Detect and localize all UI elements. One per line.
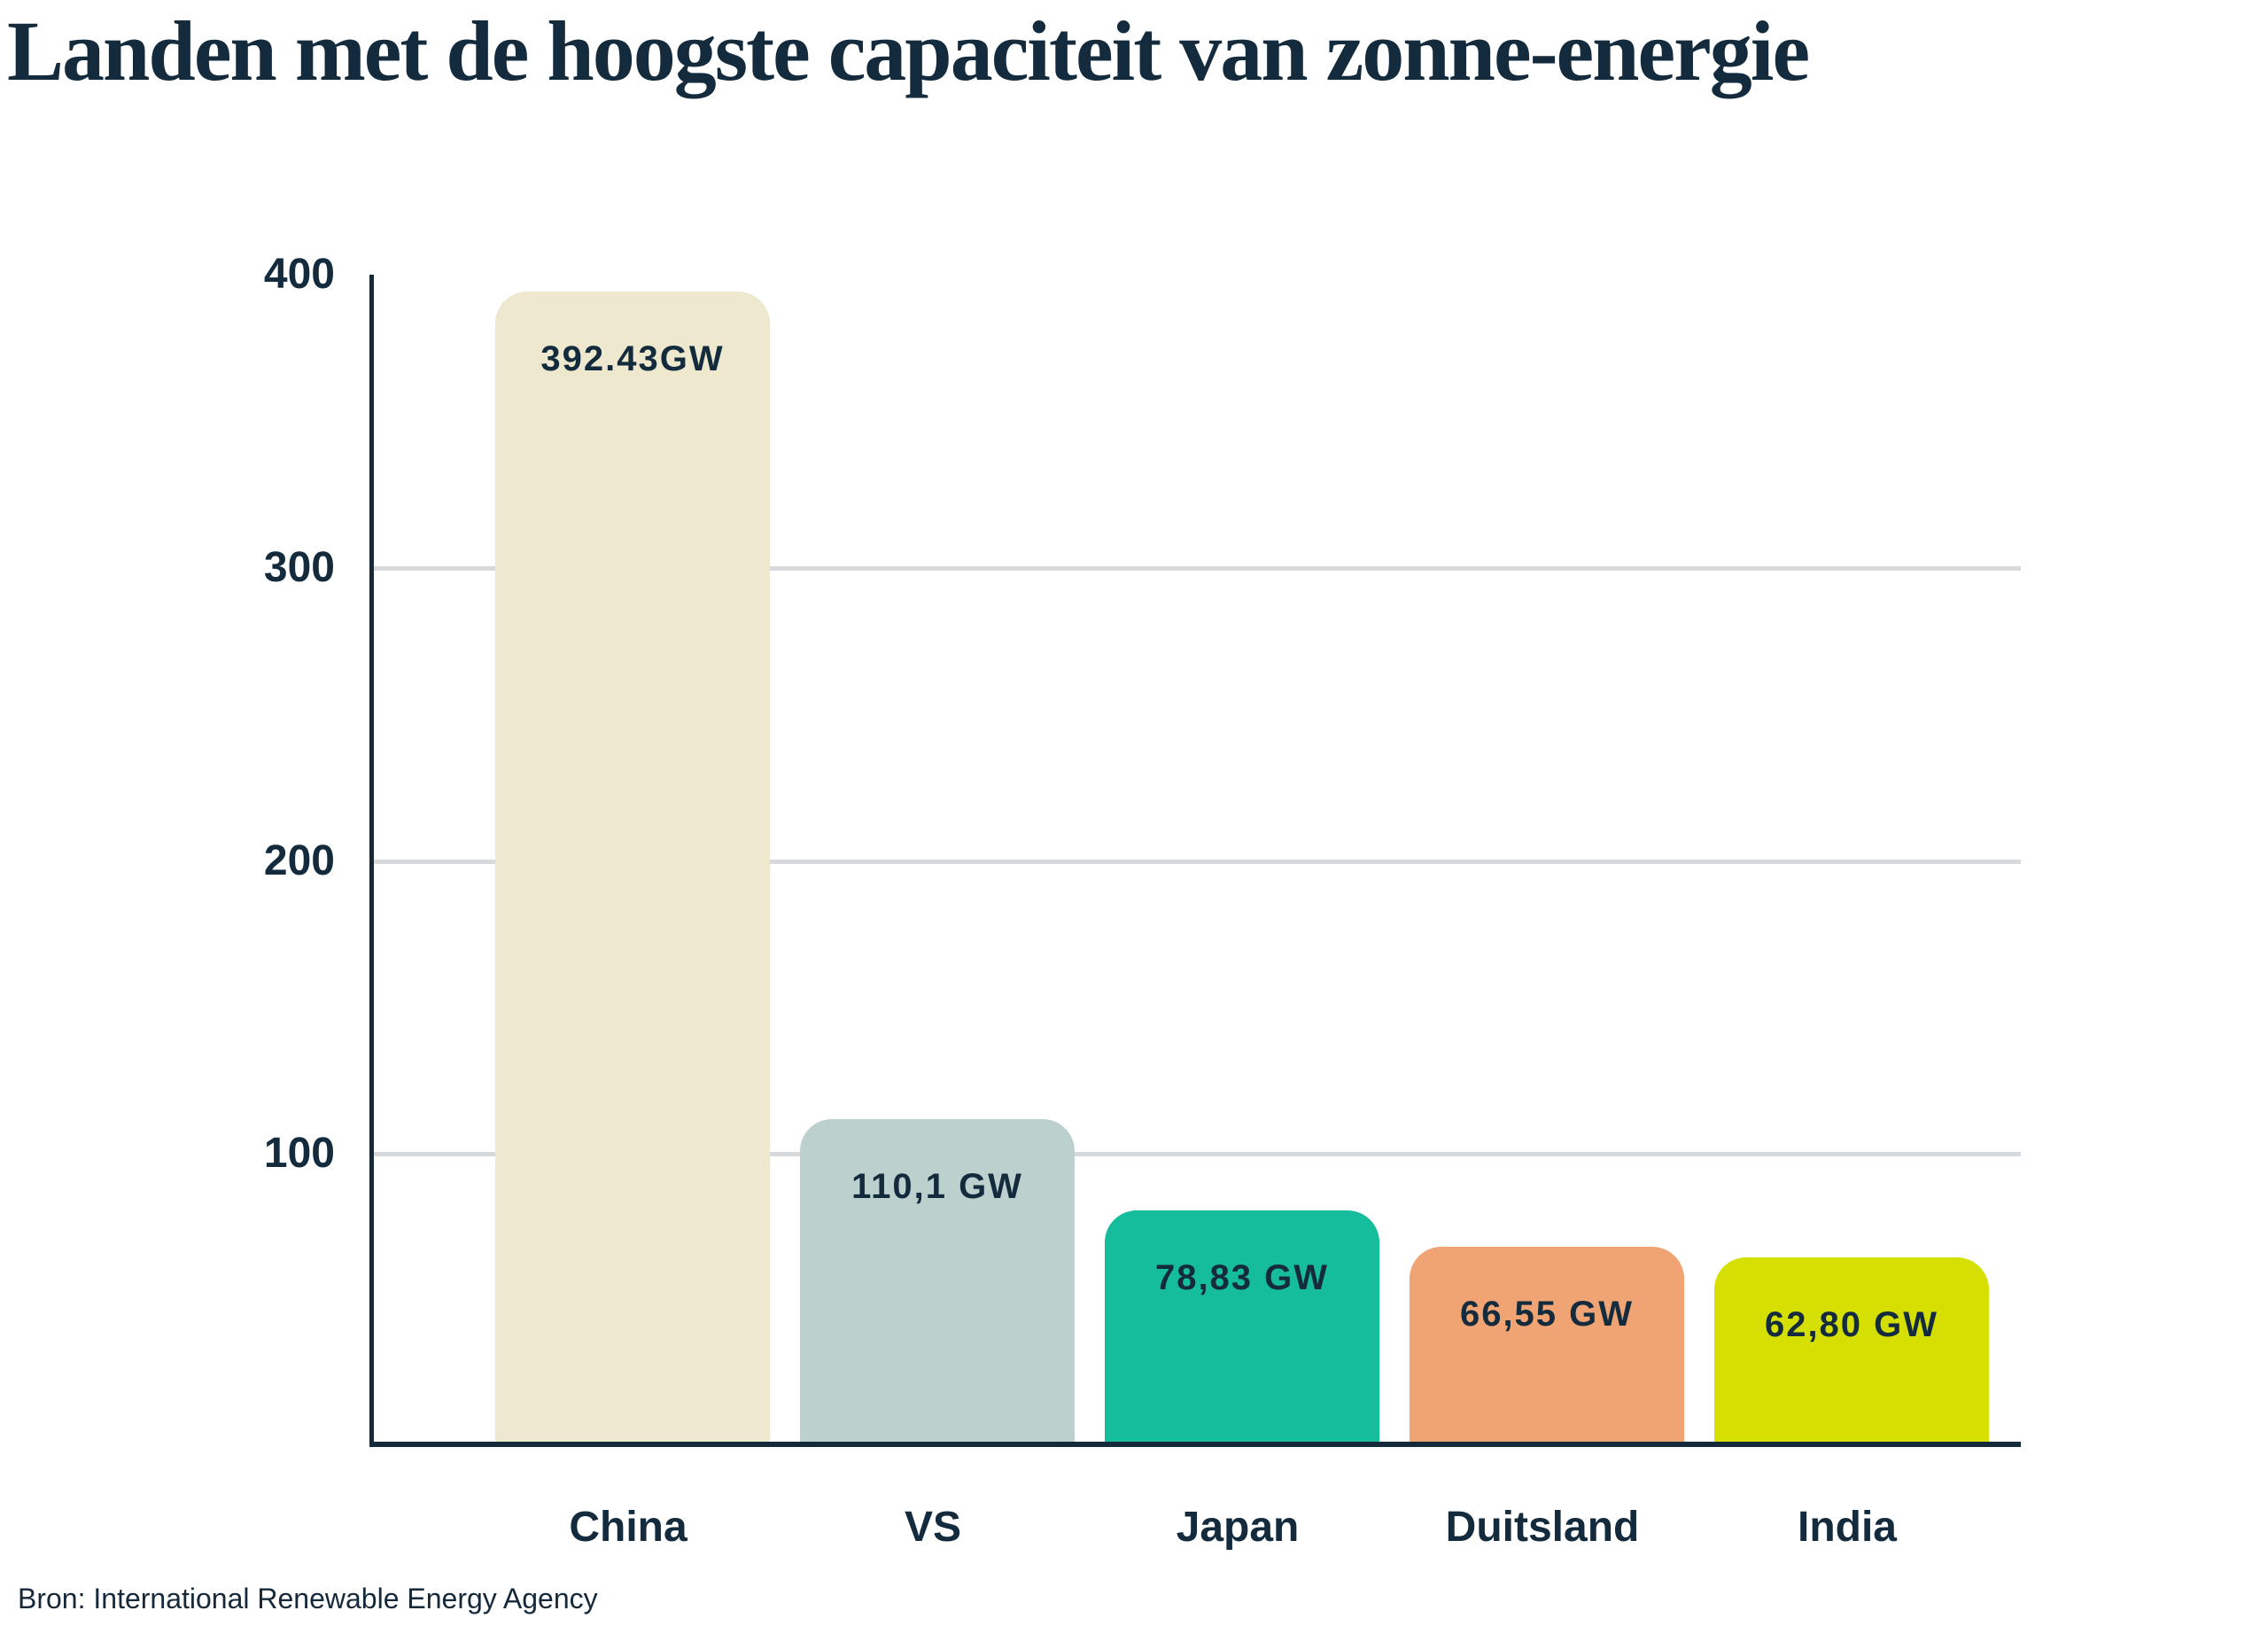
gridline-100 <box>374 1152 2021 1156</box>
bar-value-label: 392.43GW <box>540 339 725 378</box>
x-tick-label-vs: VS <box>904 1504 962 1551</box>
y-tick-label-100: 100 <box>263 1130 335 1177</box>
y-tick-label-200: 200 <box>263 837 335 884</box>
y-tick-label-300: 300 <box>263 544 335 591</box>
y-tick-label-400: 400 <box>263 251 335 298</box>
bar-value-label: 78,83 GW <box>1154 1258 1330 1297</box>
bar-value-label: 66,55 GW <box>1459 1295 1635 1334</box>
x-tick-label-duitsland: Duitsland <box>1445 1504 1640 1551</box>
gridline-200 <box>374 860 2021 864</box>
x-tick-label-china: China <box>569 1504 687 1551</box>
bar-vs: 110,1 GW <box>800 1119 1075 1442</box>
bar-india: 62,80 GW <box>1714 1257 1989 1442</box>
chart-title: Landen met de hoogste capaciteit van zon… <box>7 4 1810 98</box>
source-note: Bron: International Renewable Energy Age… <box>18 1583 598 1614</box>
bar-japan: 78,83 GW <box>1105 1210 1379 1442</box>
plot-area: 392.43GW 110,1 GW 78,83 GW 66,55 GW 62,80 GW <box>369 275 2021 1447</box>
x-tick-label-japan: Japan <box>1176 1504 1300 1551</box>
x-tick-label-india: India <box>1797 1504 1897 1551</box>
bar-value-label: 110,1 GW <box>851 1167 1023 1206</box>
bar-value-label: 62,80 GW <box>1764 1305 1939 1344</box>
bar-duitsland: 66,55 GW <box>1410 1247 1684 1442</box>
bar-china: 392.43GW <box>495 292 770 1442</box>
y-axis: 400 300 200 100 <box>0 253 341 1447</box>
gridline-300 <box>374 566 2021 571</box>
x-axis: China VS Japan Duitsland India <box>369 1452 2021 1568</box>
